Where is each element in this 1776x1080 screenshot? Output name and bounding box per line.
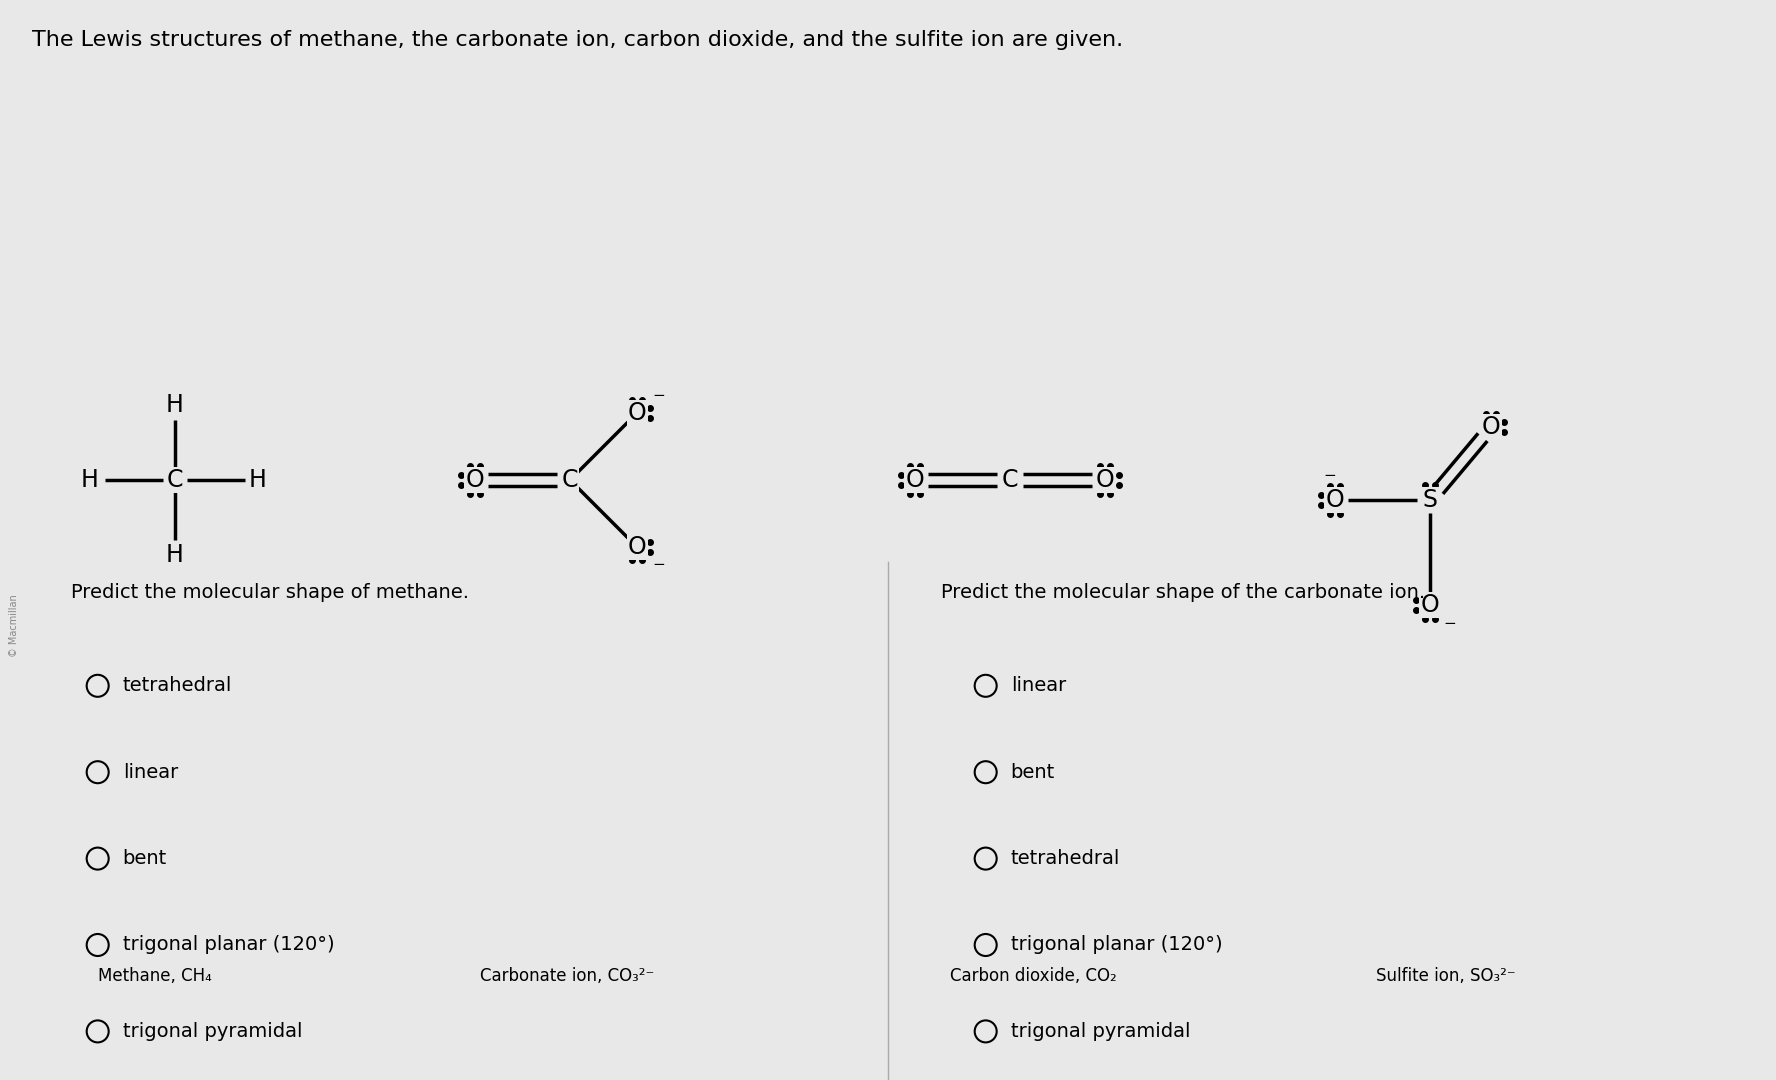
Text: C: C bbox=[1002, 468, 1018, 492]
Text: O: O bbox=[465, 468, 485, 492]
Text: −: − bbox=[1323, 468, 1336, 483]
Text: O: O bbox=[906, 468, 924, 492]
Text: H: H bbox=[249, 468, 266, 492]
Text: −: − bbox=[1444, 616, 1456, 631]
Text: linear: linear bbox=[123, 762, 178, 782]
Text: C: C bbox=[167, 468, 183, 492]
Text: H: H bbox=[167, 543, 185, 567]
Text: O: O bbox=[1421, 593, 1439, 617]
Text: Sulfite ion, SO₃²⁻: Sulfite ion, SO₃²⁻ bbox=[1376, 967, 1517, 985]
Text: O: O bbox=[1481, 415, 1501, 440]
Text: © Macmillan: © Macmillan bbox=[9, 594, 20, 657]
Text: Carbon dioxide, CO₂: Carbon dioxide, CO₂ bbox=[950, 967, 1117, 985]
Text: O: O bbox=[1325, 488, 1344, 512]
Text: O: O bbox=[627, 401, 646, 424]
Text: O: O bbox=[627, 536, 646, 559]
Text: trigonal planar (120°): trigonal planar (120°) bbox=[123, 935, 334, 955]
Text: tetrahedral: tetrahedral bbox=[123, 676, 233, 696]
Text: Predict the molecular shape of methane.: Predict the molecular shape of methane. bbox=[71, 583, 469, 603]
Text: trigonal pyramidal: trigonal pyramidal bbox=[1011, 1022, 1190, 1041]
Text: The Lewis structures of methane, the carbonate ion, carbon dioxide, and the sulf: The Lewis structures of methane, the car… bbox=[32, 30, 1122, 51]
Text: trigonal planar (120°): trigonal planar (120°) bbox=[1011, 935, 1222, 955]
Text: C: C bbox=[561, 468, 579, 492]
Text: −: − bbox=[654, 389, 666, 403]
Text: bent: bent bbox=[1011, 762, 1055, 782]
Text: trigonal pyramidal: trigonal pyramidal bbox=[123, 1022, 302, 1041]
Text: tetrahedral: tetrahedral bbox=[1011, 849, 1121, 868]
Text: Carbonate ion, CO₃²⁻: Carbonate ion, CO₃²⁻ bbox=[480, 967, 654, 985]
Text: Methane, CH₄: Methane, CH₄ bbox=[98, 967, 211, 985]
Text: S: S bbox=[1423, 488, 1437, 512]
Text: H: H bbox=[82, 468, 99, 492]
Text: H: H bbox=[167, 393, 185, 417]
Text: bent: bent bbox=[123, 849, 167, 868]
Text: Predict the molecular shape of the carbonate ion.: Predict the molecular shape of the carbo… bbox=[941, 583, 1426, 603]
Text: linear: linear bbox=[1011, 676, 1066, 696]
Text: −: − bbox=[654, 556, 666, 571]
Text: O: O bbox=[1096, 468, 1114, 492]
